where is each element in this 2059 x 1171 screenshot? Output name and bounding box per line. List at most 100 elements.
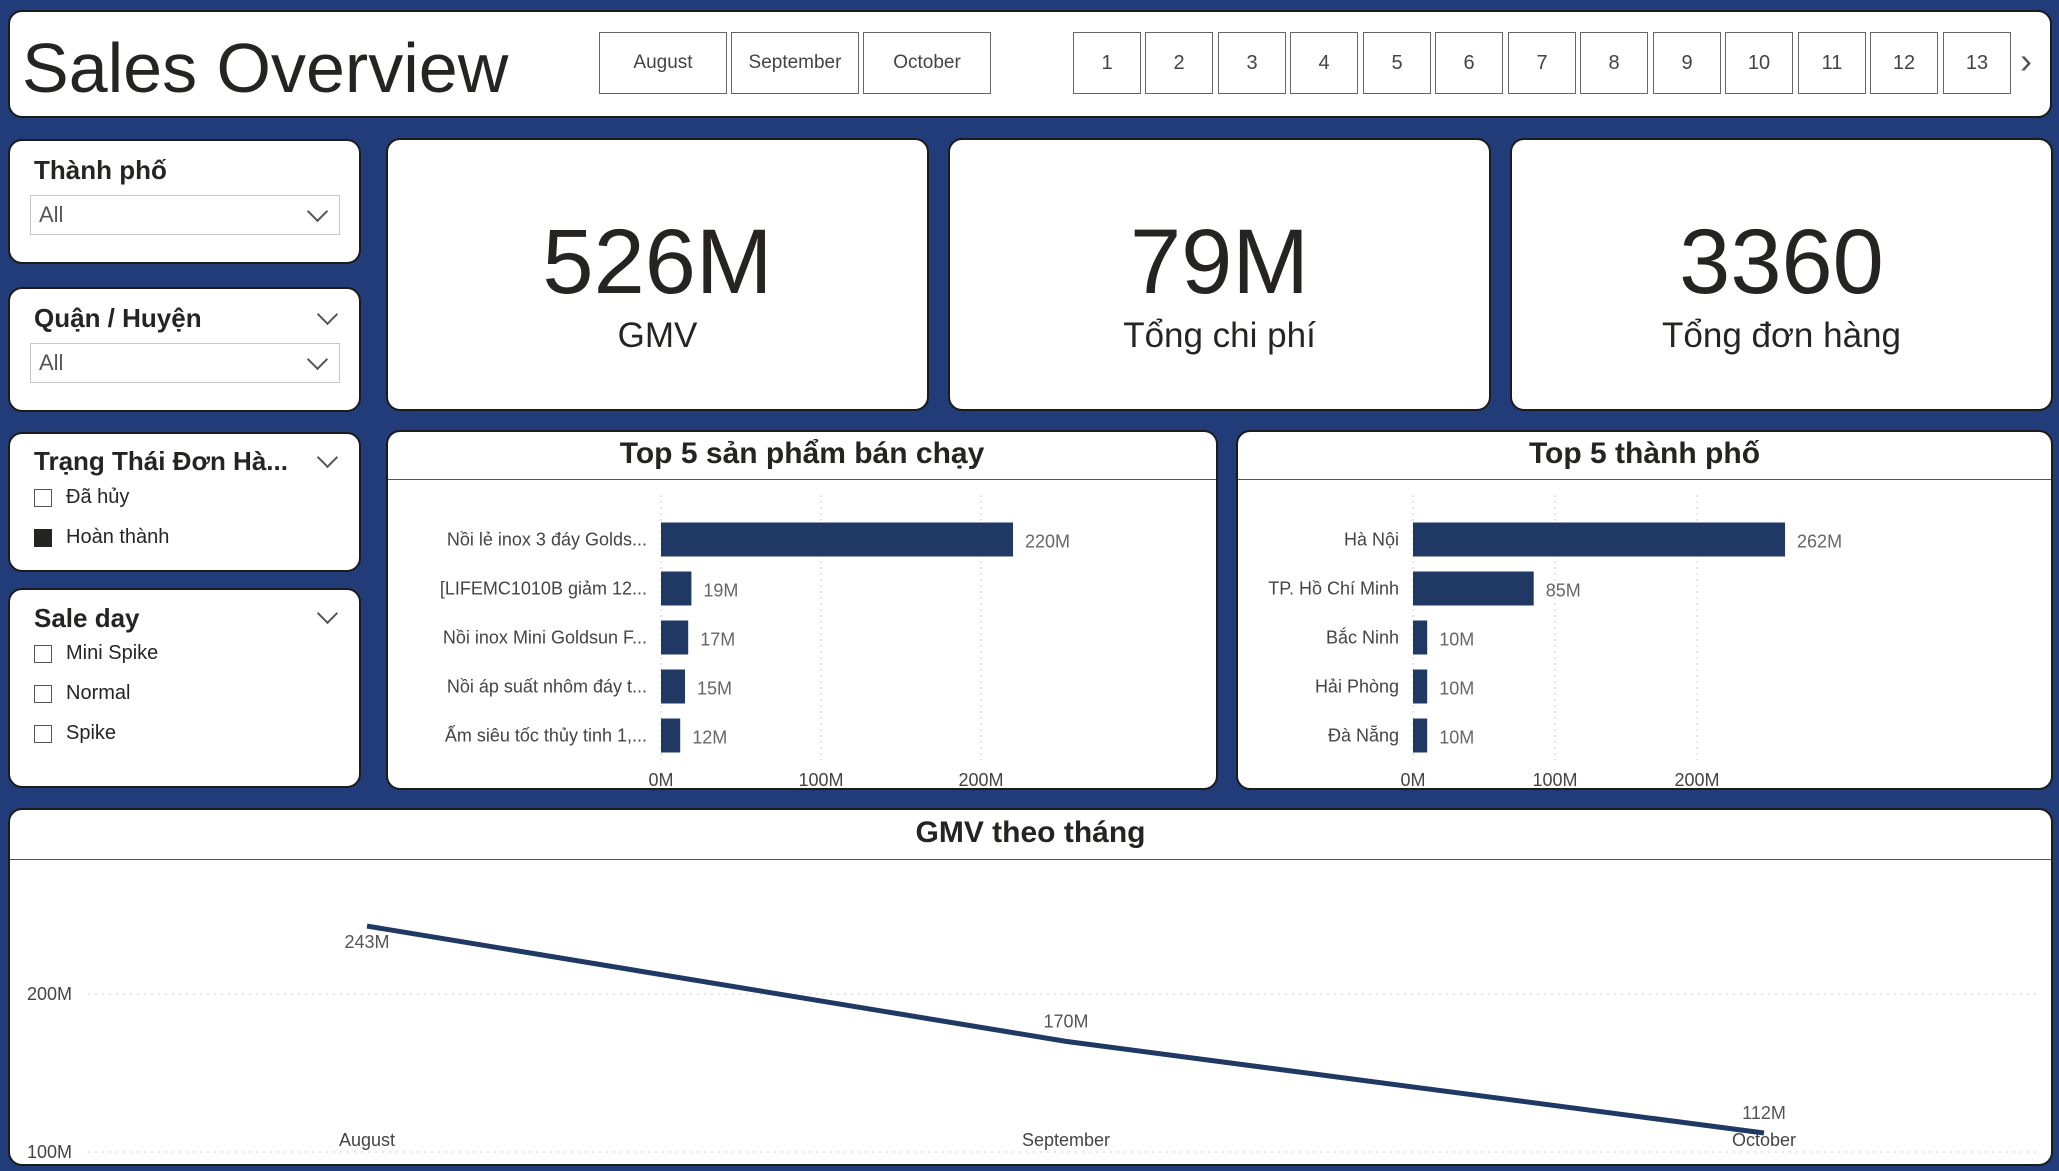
bar — [661, 571, 692, 606]
option-label: Normal — [66, 682, 131, 704]
page-button-11[interactable]: 11 — [1798, 32, 1866, 94]
page-button-10[interactable]: 10 — [1725, 32, 1793, 94]
chart-card-top-cities: Top 5 thành phố 0M 100M 200M Hà Nội 262M TP. … — [1236, 430, 2053, 790]
option-label: Spike — [66, 722, 117, 744]
header-bar: Sales Overview August September October … — [8, 10, 2052, 118]
chevron-down-icon — [306, 200, 329, 223]
kpi-value: 3360 — [1679, 211, 1884, 313]
chart-card-gmv-month: GMV theo tháng 100M 200M August 243M Septemb… — [8, 808, 2053, 1166]
title-divider — [388, 479, 1216, 480]
checkbox[interactable] — [34, 724, 52, 743]
category-label: [LIFEMC1010B giảm 12... — [440, 579, 647, 599]
category-label: Đà Nẵng — [1328, 726, 1399, 746]
option-normal[interactable]: Normal — [34, 682, 130, 705]
y-tick-label: 100M — [27, 1142, 72, 1162]
chevron-down-icon[interactable] — [316, 602, 339, 625]
kpi-value: 526M — [542, 211, 773, 313]
category-label: TP. Hồ Chí Minh — [1268, 579, 1399, 599]
kpi-label: GMV — [617, 316, 698, 355]
top-products-bar-chart: 0M 100M 200M Nồi lẻ inox 3 đáy Golds... 220M… — [440, 495, 1070, 788]
page-button-3[interactable]: 3 — [1218, 32, 1286, 94]
bar — [661, 522, 1013, 557]
chart-title: GMV theo tháng — [915, 816, 1146, 849]
chevron-down-icon[interactable] — [316, 446, 339, 469]
bar-value-label: 15M — [697, 679, 732, 699]
district-dropdown[interactable]: All — [30, 343, 340, 383]
bar — [1413, 669, 1428, 704]
title-divider — [1238, 479, 2051, 480]
city-dropdown[interactable]: All — [30, 195, 340, 235]
bar — [1413, 620, 1428, 655]
kpi-card-gmv: 526M GMV — [386, 138, 929, 411]
slicer-district: Quận / Huyện All — [8, 287, 361, 412]
chevron-right-icon[interactable]: › — [2020, 40, 2032, 81]
bar — [661, 620, 689, 655]
checkbox[interactable] — [34, 644, 52, 663]
checkbox-checked[interactable] — [34, 528, 52, 547]
page-button-12[interactable]: 12 — [1870, 32, 1938, 94]
bar-value-label: 10M — [1439, 728, 1474, 748]
option-label: Mini Spike — [66, 642, 159, 664]
chevron-down-icon — [306, 348, 329, 371]
bar-value-label: 10M — [1439, 679, 1474, 699]
page-button-13[interactable]: 13 — [1943, 32, 2011, 94]
month-button-october[interactable]: October — [863, 32, 991, 94]
category-label: Hà Nội — [1344, 530, 1399, 550]
category-label: Nồi inox Mini Goldsun F... — [443, 628, 647, 648]
page-button-2[interactable]: 2 — [1145, 32, 1213, 94]
slicer-order-status-title: Trạng Thái Đơn Hà... — [34, 446, 288, 476]
slicer-city-title: Thành phố — [34, 155, 167, 185]
bar-value-label: 17M — [700, 630, 735, 650]
page-button-1[interactable]: 1 — [1073, 32, 1141, 94]
x-tick-label: 100M — [798, 770, 843, 788]
slicer-order-status: Trạng Thái Đơn Hà... Đã hủy Hoàn thành — [8, 432, 361, 572]
page-button-5[interactable]: 5 — [1363, 32, 1431, 94]
x-tick-label: 0M — [648, 770, 673, 788]
city-dropdown-value: All — [39, 202, 64, 227]
option-mini-spike[interactable]: Mini Spike — [34, 642, 158, 665]
option-da-huy[interactable]: Đã hủy — [34, 486, 129, 509]
page-button-9[interactable]: 9 — [1653, 32, 1721, 94]
bar-value-label: 12M — [692, 728, 727, 748]
bar — [661, 718, 681, 753]
bar-value-label: 85M — [1546, 581, 1581, 601]
title-divider — [10, 859, 2051, 860]
category-label: Bắc Ninh — [1326, 627, 1399, 648]
y-tick-label: 200M — [27, 984, 72, 1004]
bar-value-label: 220M — [1025, 532, 1070, 552]
bar — [1413, 718, 1428, 753]
checkbox[interactable] — [34, 684, 52, 703]
x-tick-label: 200M — [958, 770, 1003, 788]
page-title: Sales Overview — [22, 29, 509, 107]
chart-title: Top 5 thành phố — [1528, 437, 1761, 470]
data-label: 112M — [1742, 1103, 1786, 1123]
chevron-down-icon[interactable] — [316, 303, 339, 326]
x-tick-label: 100M — [1532, 770, 1577, 788]
series-line — [366, 923, 1765, 1136]
page-button-8[interactable]: 8 — [1580, 32, 1648, 94]
option-label: Hoàn thành — [66, 526, 170, 548]
category-label: Nồi lẻ inox 3 đáy Golds... — [447, 530, 647, 550]
page-button-4[interactable]: 4 — [1290, 32, 1358, 94]
option-spike[interactable]: Spike — [34, 722, 116, 745]
bar-value-label: 19M — [703, 581, 738, 601]
data-label: 170M — [1043, 1011, 1088, 1031]
bar-value-label: 10M — [1439, 630, 1474, 650]
x-tick-label: 0M — [1400, 770, 1425, 788]
page-button-6[interactable]: 6 — [1435, 32, 1503, 94]
kpi-card-orders: 3360 Tổng đơn hàng — [1510, 138, 2053, 411]
option-hoan-thanh[interactable]: Hoàn thành — [34, 526, 169, 549]
page-button-7[interactable]: 7 — [1508, 32, 1576, 94]
bar — [1413, 522, 1786, 557]
slicer-sale-day-title: Sale day — [34, 603, 140, 633]
bar — [661, 669, 685, 704]
top-cities-bar-chart: 0M 100M 200M Hà Nội 262M TP. Hồ Chí Minh 85M Bắ… — [1268, 495, 1842, 788]
month-button-august[interactable]: August — [599, 32, 727, 94]
slicer-district-title: Quận / Huyện — [34, 303, 202, 333]
checkbox[interactable] — [34, 488, 52, 507]
x-tick-label: 200M — [1674, 770, 1719, 788]
district-dropdown-value: All — [39, 350, 64, 375]
category-label: Nồi áp suất nhôm đáy t... — [447, 677, 647, 697]
x-tick-label: October — [1732, 1130, 1796, 1150]
month-button-september[interactable]: September — [731, 32, 859, 94]
